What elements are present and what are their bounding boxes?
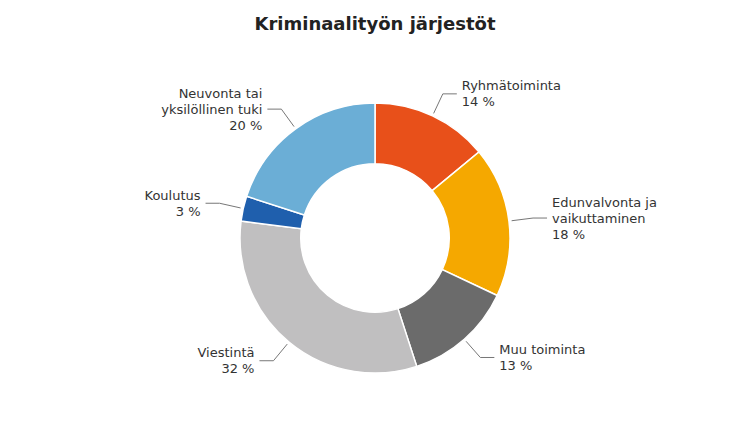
title: Kriminaalityön järjestöt (254, 13, 495, 34)
category-label: Muu toiminta (499, 342, 585, 357)
label-line: Muu toiminta (499, 342, 585, 357)
labels: Ryhmätoiminta14 % Edunvalvonta javaikutta… (145, 78, 657, 376)
value-label: 3 % (176, 204, 201, 219)
leader-line (267, 109, 294, 126)
label-line: Ryhmätoiminta (462, 78, 561, 93)
label-line: vaikuttaminen (552, 211, 646, 226)
chart-svg: Kriminaalityön järjestöt Ryhmätoiminta14 … (0, 0, 750, 436)
chart-container: Kriminaalityön järjestöt Ryhmätoiminta14 … (0, 0, 750, 436)
value-label: 32 % (221, 361, 254, 376)
leader-line (259, 344, 287, 361)
value-label: 13 % (499, 358, 532, 373)
category-label: Ryhmätoiminta (462, 78, 561, 93)
value-label: 20 % (229, 118, 262, 133)
category-label: Neuvonta taiyksilöllinen tuki (161, 86, 262, 117)
slices (240, 103, 510, 373)
category-label: Koulutus (145, 188, 201, 203)
value-label: 14 % (462, 94, 495, 109)
slice (247, 103, 375, 215)
label-line: Neuvonta tai (179, 86, 263, 101)
label-line: yksilöllinen tuki (161, 102, 262, 117)
leader-line (206, 203, 241, 208)
label-line: Koulutus (145, 188, 201, 203)
category-label: Edunvalvonta javaikuttaminen (552, 195, 657, 226)
label-line: Viestintä (197, 345, 254, 360)
value-label: 18 % (552, 227, 585, 242)
category-label: Viestintä (197, 345, 254, 360)
leader-line (512, 218, 547, 221)
leader-line (466, 341, 494, 357)
slice (398, 270, 497, 367)
leader-line (434, 94, 457, 114)
label-line: Edunvalvonta ja (552, 195, 657, 210)
slice (240, 221, 417, 373)
